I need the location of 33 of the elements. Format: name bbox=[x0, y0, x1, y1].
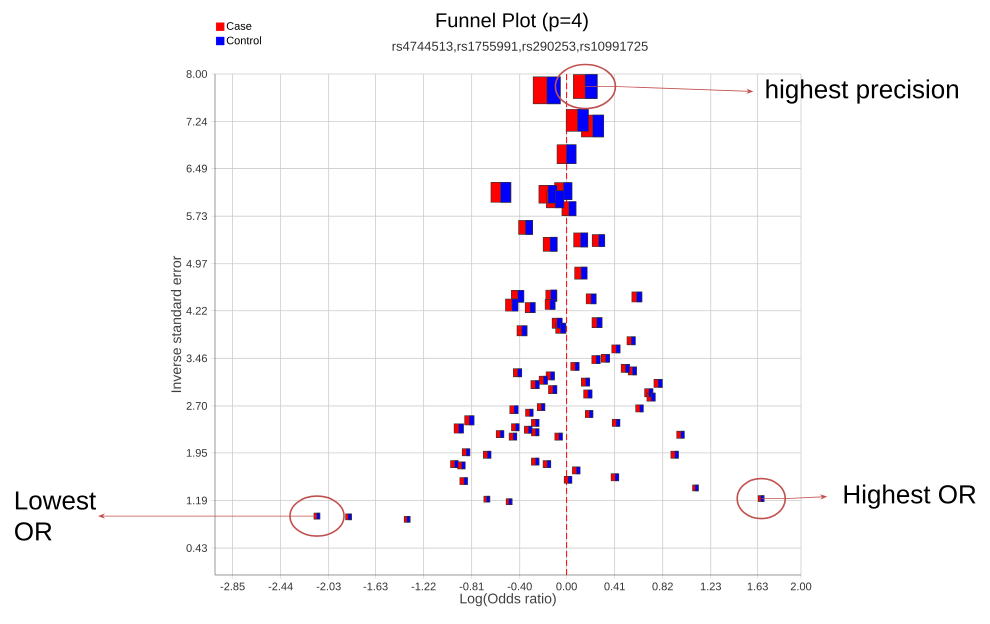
annotation: Lowest OR bbox=[15, 492, 96, 541]
chart-title: Funnel Plot (p=4) bbox=[436, 12, 588, 32]
y-tick-label: 3.46 bbox=[186, 354, 207, 362]
x-tick-label: 1.63 bbox=[748, 582, 768, 590]
y-tick-label: 0.43 bbox=[186, 544, 207, 552]
y-axis-title: Inverse standard error bbox=[170, 256, 182, 392]
x-tick-label: -1.22 bbox=[412, 582, 436, 590]
x-tick-label: -2.85 bbox=[220, 582, 245, 590]
y-tick-label: 7.24 bbox=[186, 118, 208, 126]
legend-label: Case bbox=[226, 22, 252, 30]
x-tick-label: -0.81 bbox=[460, 582, 484, 590]
annotation: Highest OR bbox=[844, 484, 976, 509]
x-tick-label: 0.41 bbox=[604, 582, 625, 590]
legend-label: Control bbox=[226, 36, 261, 44]
y-tick-label: 5.73 bbox=[186, 212, 207, 220]
y-tick-label: 6.49 bbox=[186, 164, 207, 172]
x-tick-label: 1.23 bbox=[700, 582, 721, 590]
x-axis-title: Log(Odds ratio) bbox=[460, 593, 556, 606]
x-tick-label: -2.03 bbox=[316, 582, 341, 590]
x-tick-label: -1.63 bbox=[364, 582, 388, 590]
x-tick-label: 2.00 bbox=[790, 582, 812, 590]
x-tick-label: 0.00 bbox=[556, 582, 577, 590]
x-tick-label: -2.44 bbox=[268, 582, 293, 590]
annotation: highest precision bbox=[766, 79, 958, 104]
x-tick-label: 0.82 bbox=[652, 582, 673, 590]
y-tick-label: 4.22 bbox=[186, 306, 207, 315]
y-tick-label: 1.95 bbox=[186, 449, 207, 457]
y-tick-label: 2.70 bbox=[186, 402, 208, 410]
y-tick-label: 4.97 bbox=[186, 260, 207, 268]
y-tick-label: 1.19 bbox=[186, 496, 207, 504]
x-tick-label: -0.40 bbox=[508, 582, 532, 590]
y-tick-label: 8.00 bbox=[186, 70, 208, 78]
chart-subtitle: rs4744513,rs1755991,rs290253,rs10991725 bbox=[392, 42, 648, 52]
